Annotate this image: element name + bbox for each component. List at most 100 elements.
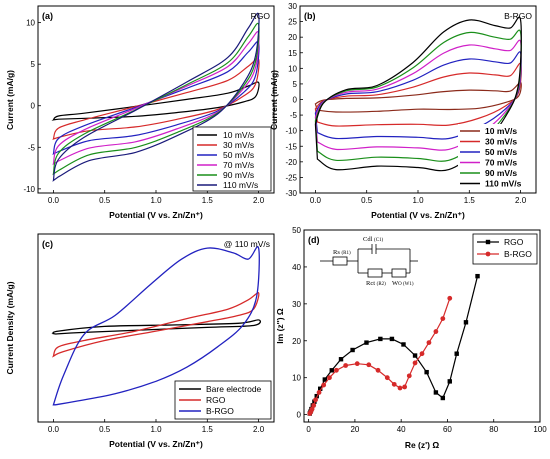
x-tick-label: 0.5 [99,196,111,205]
ticks-c: 0.0 0.5 1.0 1.5 2.0 [48,419,265,434]
ticks-b: 0.0 0.5 1.0 1.5 2.0 -30 -25 -20 -15 -10 -5 0 5 10 15 20… [285,2,526,205]
xlabel-a: Potential (V vs. Zn/Zn⁺) [109,210,203,220]
cdl-label: Cdl (C1) [363,236,384,243]
y-tick-label: 10 [26,19,35,28]
x-tick-label: 1.0 [412,196,424,205]
data-point [402,384,408,390]
legend-box-b [458,124,533,190]
x-tick-label: 0.5 [99,425,111,434]
data-point [412,360,418,366]
ylabel-a: Current (mA/g) [5,70,15,130]
y-tick-label: 10 [288,64,297,73]
x-tick-label: 1.5 [202,196,214,205]
cv-curve-110mVs [52,12,260,182]
legend-box-a [192,126,272,192]
w-element [391,268,407,278]
y-tick-label: 20 [288,33,297,42]
nyquist-line-B-RGO [309,298,451,414]
data-point [350,347,355,353]
cv-curve-Bareelectrode [51,319,262,335]
data-point [322,377,328,382]
y-tick-label: 30 [292,300,301,309]
cv-curve-10mVs [51,81,260,121]
cv-curve-110mVs [314,16,522,172]
cv-curve-30mVs [314,62,522,127]
curves-b [314,16,522,172]
ylabel-b: Current (mA/g) [269,70,279,130]
data-point [433,390,439,395]
legend-marker [485,251,491,257]
legend-d: RGO B-RGO [472,233,538,265]
y-tick-label: -25 [285,173,297,182]
y-tick-label: 20 [292,337,301,346]
panel-b: 0.0 0.5 1.0 1.5 2.0 -30 -25 -20 -15 -10 -5 0 5 10 15 20… [269,2,537,220]
curves-c [51,246,262,406]
legend-label: 110 mV/s [223,180,258,190]
legend-label: RGO [504,237,524,247]
data-point [309,406,315,412]
cv-curve-90mVs [314,29,522,162]
legend-label: 90 mV/s [485,168,517,178]
legend-label: 10 mV/s [485,126,517,136]
x-tick-label: 0.5 [361,196,373,205]
points-d [307,273,480,416]
x-tick-label: 1.5 [464,196,476,205]
data-point [317,386,323,391]
legend-label: Bare electrode [206,384,262,394]
data-point [329,368,334,373]
data-point [364,340,369,345]
y-tick-label: -10 [285,127,297,136]
data-point [321,382,327,388]
legend-label: 30 mV/s [223,140,254,150]
data-point [406,373,412,379]
data-point [391,381,397,387]
y-tick-label: -20 [285,158,297,167]
data-point [378,336,383,342]
y-tick-label: 50 [292,226,301,235]
xlabel-c: Potential (V vs. Zn/Zn⁺) [109,439,203,449]
nyquist-line-RGO [309,276,479,414]
legend-label: B-RGO [206,406,234,416]
panel-a: 0.0 0.5 1.0 1.5 2.0 -10 -5 0 5 10 (a) RGO Potenti… [5,5,275,220]
y-tick-label: 0 [297,411,302,420]
data-point [311,402,317,408]
x-tick-label: 0.0 [48,425,60,434]
data-point [384,375,390,381]
x-tick-label: 0 [306,425,311,434]
title-a: RGO [251,11,271,21]
x-tick-label: 2.0 [253,196,265,205]
y-tick-label: -5 [28,143,36,152]
ylabel-c: Current Density (mA/g) [5,281,15,374]
data-point [440,395,446,401]
data-point [313,397,318,403]
panel-label-a: (a) [42,11,53,21]
y-tick-label: 40 [292,263,301,272]
y-tick-label: 0 [31,102,36,111]
w-label: WO (W1) [392,280,414,287]
data-point [354,361,360,367]
xlabel-d: Re (z') Ω [405,440,440,450]
y-tick-label: 5 [31,60,36,69]
y-tick-label: 15 [288,49,297,58]
data-point [333,367,339,373]
data-point [475,273,480,279]
rs-resistor [332,256,348,266]
data-point [316,390,322,395]
data-point [424,369,429,375]
equivalent-circuit [320,244,418,278]
data-point [447,379,452,384]
x-tick-label: 80 [489,425,498,434]
legend-box-d [472,233,538,265]
panel-label-b: (b) [304,11,316,21]
title-c: @ 110 mV/s [224,239,270,249]
ticks-a: 0.0 0.5 1.0 1.5 2.0 -10 -5 0 5 10 [23,19,264,205]
data-point [447,295,453,301]
legend-label: B-RGO [504,249,532,259]
x-tick-label: 100 [533,425,547,434]
data-point [343,363,349,368]
data-point [338,357,344,362]
x-tick-label: 2.0 [515,196,527,205]
